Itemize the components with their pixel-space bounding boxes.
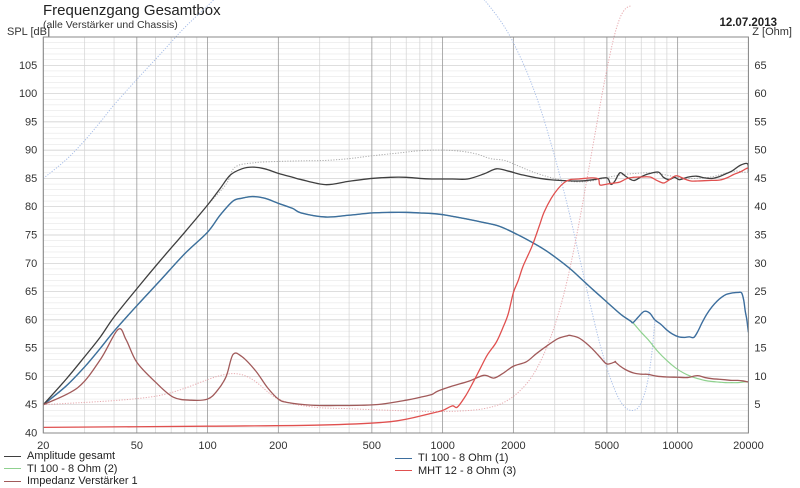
svg-text:2000: 2000: [501, 440, 525, 452]
svg-text:50: 50: [25, 371, 37, 383]
svg-text:95: 95: [25, 116, 37, 128]
svg-text:5000: 5000: [595, 440, 619, 452]
svg-text:100: 100: [198, 440, 216, 452]
svg-text:10000: 10000: [662, 440, 693, 452]
svg-text:5: 5: [754, 399, 760, 411]
svg-text:55: 55: [754, 116, 766, 128]
svg-text:100: 100: [19, 88, 37, 100]
svg-text:40: 40: [754, 201, 766, 213]
svg-text:10: 10: [754, 371, 766, 383]
svg-text:70: 70: [25, 258, 37, 270]
svg-text:20: 20: [754, 314, 766, 326]
svg-text:105: 105: [19, 60, 37, 72]
svg-text:55: 55: [25, 343, 37, 355]
svg-text:80: 80: [25, 201, 37, 213]
svg-text:35: 35: [754, 230, 766, 242]
svg-text:50: 50: [754, 145, 766, 157]
svg-text:75: 75: [25, 230, 37, 242]
svg-text:25: 25: [754, 286, 766, 298]
svg-text:1000: 1000: [430, 440, 454, 452]
svg-text:85: 85: [25, 173, 37, 185]
svg-text:65: 65: [25, 286, 37, 298]
svg-text:65: 65: [754, 60, 766, 72]
svg-text:45: 45: [25, 399, 37, 411]
svg-text:90: 90: [25, 145, 37, 157]
svg-text:200: 200: [269, 440, 287, 452]
svg-text:500: 500: [363, 440, 381, 452]
svg-text:15: 15: [754, 343, 766, 355]
svg-text:40: 40: [25, 428, 37, 440]
svg-text:30: 30: [754, 258, 766, 270]
svg-text:60: 60: [754, 88, 766, 100]
svg-text:60: 60: [25, 314, 37, 326]
svg-text:20000: 20000: [733, 440, 764, 452]
svg-text:45: 45: [754, 173, 766, 185]
